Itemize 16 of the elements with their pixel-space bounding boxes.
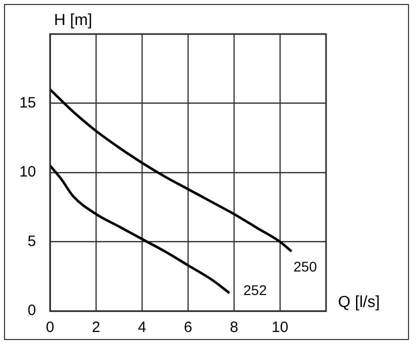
y-axis-title: H [m] (54, 12, 92, 29)
series-label: 252 (243, 282, 267, 298)
x-tick-label: 0 (46, 319, 54, 336)
line-series (50, 164, 231, 294)
x-tick-label: 6 (184, 319, 192, 336)
y-tick-label: 5 (28, 232, 36, 250)
y-tick-label: 15 (19, 94, 36, 112)
x-axis-title: Q [l/s] (338, 294, 380, 311)
x-tick-label: 8 (230, 319, 238, 336)
y-tick-label: 10 (19, 164, 36, 181)
x-tick-label: 10 (272, 319, 288, 336)
x-tick-label: 4 (138, 319, 146, 336)
x-tick-label: 2 (92, 319, 100, 336)
series-label: 250 (294, 258, 318, 274)
y-tick-label: 0 (28, 302, 36, 320)
line-series (50, 88, 293, 253)
